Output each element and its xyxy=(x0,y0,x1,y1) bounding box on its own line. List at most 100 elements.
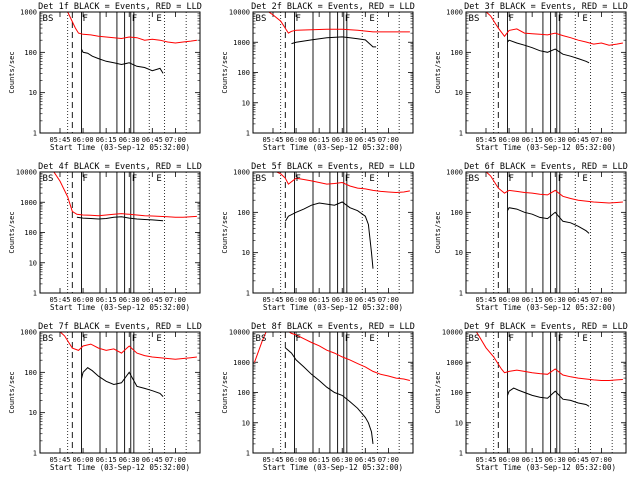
x-tick-label: 06:00 xyxy=(73,296,94,304)
lld-series-line xyxy=(66,12,197,44)
x-tick-label: 07:00 xyxy=(591,136,612,144)
y-tick-label: 1000 xyxy=(446,359,463,367)
y-tick-label: 1 xyxy=(459,130,463,138)
y-tick-label: 10 xyxy=(455,89,463,97)
y-axis-label: Counts/sec xyxy=(434,51,442,93)
marker-label: BS xyxy=(469,14,480,24)
x-tick-label: 06:15 xyxy=(522,456,543,464)
x-tick-label: 05:45 xyxy=(262,456,283,464)
marker-label: E xyxy=(582,334,587,344)
x-tick-label: 06:30 xyxy=(332,136,353,144)
x-axis-label: Start Time (03-Sep-12 05:32:00) xyxy=(263,463,403,472)
y-tick-label: 10 xyxy=(242,419,250,427)
panel-det-3: Det 3f BLACK = Events, RED = LLD Counts/s… xyxy=(434,2,628,152)
x-tick-label: 06:15 xyxy=(96,296,117,304)
x-tick-label: 06:45 xyxy=(355,136,376,144)
events-series-line xyxy=(291,36,377,48)
y-tick-label: 1 xyxy=(246,450,250,458)
x-axis-label: Start Time (03-Sep-12 05:32:00) xyxy=(50,303,190,312)
panel-title: Det 4f BLACK = Events, RED = LLD xyxy=(38,162,202,172)
marker-label: F xyxy=(509,174,514,184)
y-axis-label: Counts/sec xyxy=(8,371,16,413)
plot-frame xyxy=(252,11,414,134)
y-axis-label: Counts/sec xyxy=(8,51,16,93)
y-axis-label: Counts/sec xyxy=(434,211,442,253)
y-tick-label: 100 xyxy=(237,389,250,397)
marker-label: F xyxy=(296,174,301,184)
panel-title: Det 9f BLACK = Events, RED = LLD xyxy=(464,322,628,332)
lld-series-line xyxy=(485,172,623,204)
marker-label: F xyxy=(296,334,301,344)
y-tick-label: 1000 xyxy=(233,169,250,177)
x-axis-label: Start Time (03-Sep-12 05:32:00) xyxy=(50,463,190,472)
lld-series-line xyxy=(59,332,197,360)
y-tick-label: 10000 xyxy=(16,169,37,177)
marker-label: E xyxy=(156,334,161,344)
marker-label: BS xyxy=(256,334,267,344)
y-tick-label: 1000 xyxy=(20,9,37,17)
x-tick-label: 07:00 xyxy=(165,456,186,464)
panel-title: Det 7f BLACK = Events, RED = LLD xyxy=(38,322,202,332)
x-tick-label: 06:45 xyxy=(568,136,589,144)
marker-label: BS xyxy=(469,174,480,184)
y-tick-label: 10000 xyxy=(229,329,250,337)
y-tick-label: 100 xyxy=(237,69,250,77)
x-tick-label: 07:00 xyxy=(591,456,612,464)
marker-label: F xyxy=(509,334,514,344)
y-tick-label: 1 xyxy=(33,130,37,138)
marker-label: E xyxy=(369,14,374,24)
plot-frame xyxy=(39,11,201,134)
lld-series-line xyxy=(275,172,410,194)
x-tick-label: 06:00 xyxy=(499,296,520,304)
y-axis-label: Counts/sec xyxy=(8,211,16,253)
plot-frame xyxy=(39,331,201,454)
marker-label: E xyxy=(369,334,374,344)
x-tick-label: 06:45 xyxy=(142,296,163,304)
y-tick-label: 1000 xyxy=(20,199,37,207)
lld-series-line xyxy=(53,172,197,218)
marker-label: F xyxy=(83,334,88,344)
x-tick-label: 07:00 xyxy=(378,136,399,144)
marker-label: F xyxy=(345,334,350,344)
x-tick-label: 06:30 xyxy=(332,296,353,304)
x-tick-label: 06:15 xyxy=(96,456,117,464)
x-tick-label: 06:00 xyxy=(499,136,520,144)
y-tick-label: 1 xyxy=(459,450,463,458)
y-tick-label: 10000 xyxy=(229,9,250,17)
x-tick-label: 06:00 xyxy=(73,136,94,144)
y-tick-label: 10 xyxy=(242,99,250,107)
x-tick-label: 06:30 xyxy=(119,456,140,464)
x-tick-label: 06:30 xyxy=(545,296,566,304)
y-tick-label: 100 xyxy=(24,229,37,237)
lld-series-line xyxy=(475,332,623,381)
panel-title: Det 6f BLACK = Events, RED = LLD xyxy=(464,162,628,172)
y-tick-label: 10 xyxy=(455,249,463,257)
lld-series-line xyxy=(485,12,623,46)
marker-label: F xyxy=(132,334,137,344)
x-tick-label: 06:30 xyxy=(545,136,566,144)
y-tick-label: 10000 xyxy=(442,329,463,337)
x-tick-label: 06:15 xyxy=(522,136,543,144)
marker-label: BS xyxy=(43,334,54,344)
x-tick-label: 06:45 xyxy=(355,296,376,304)
y-axis-label: Counts/sec xyxy=(221,211,229,253)
events-series-line xyxy=(507,387,590,407)
x-tick-label: 06:15 xyxy=(522,296,543,304)
x-tick-label: 07:00 xyxy=(378,296,399,304)
panel-title: Det 1f BLACK = Events, RED = LLD xyxy=(38,2,202,12)
x-tick-label: 07:00 xyxy=(591,296,612,304)
panel-det-9: Det 9f BLACK = Events, RED = LLD Counts/s… xyxy=(434,322,628,472)
y-tick-label: 1000 xyxy=(233,39,250,47)
y-tick-label: 1000 xyxy=(233,359,250,367)
y-tick-label: 1 xyxy=(33,450,37,458)
x-tick-label: 05:45 xyxy=(262,136,283,144)
marker-label: BS xyxy=(256,174,267,184)
y-tick-label: 100 xyxy=(450,389,463,397)
y-tick-label: 100 xyxy=(237,209,250,217)
marker-label: F xyxy=(132,174,137,184)
events-series-line xyxy=(284,347,374,444)
x-tick-label: 06:15 xyxy=(309,296,330,304)
y-tick-label: 1000 xyxy=(446,169,463,177)
x-tick-label: 06:15 xyxy=(309,136,330,144)
